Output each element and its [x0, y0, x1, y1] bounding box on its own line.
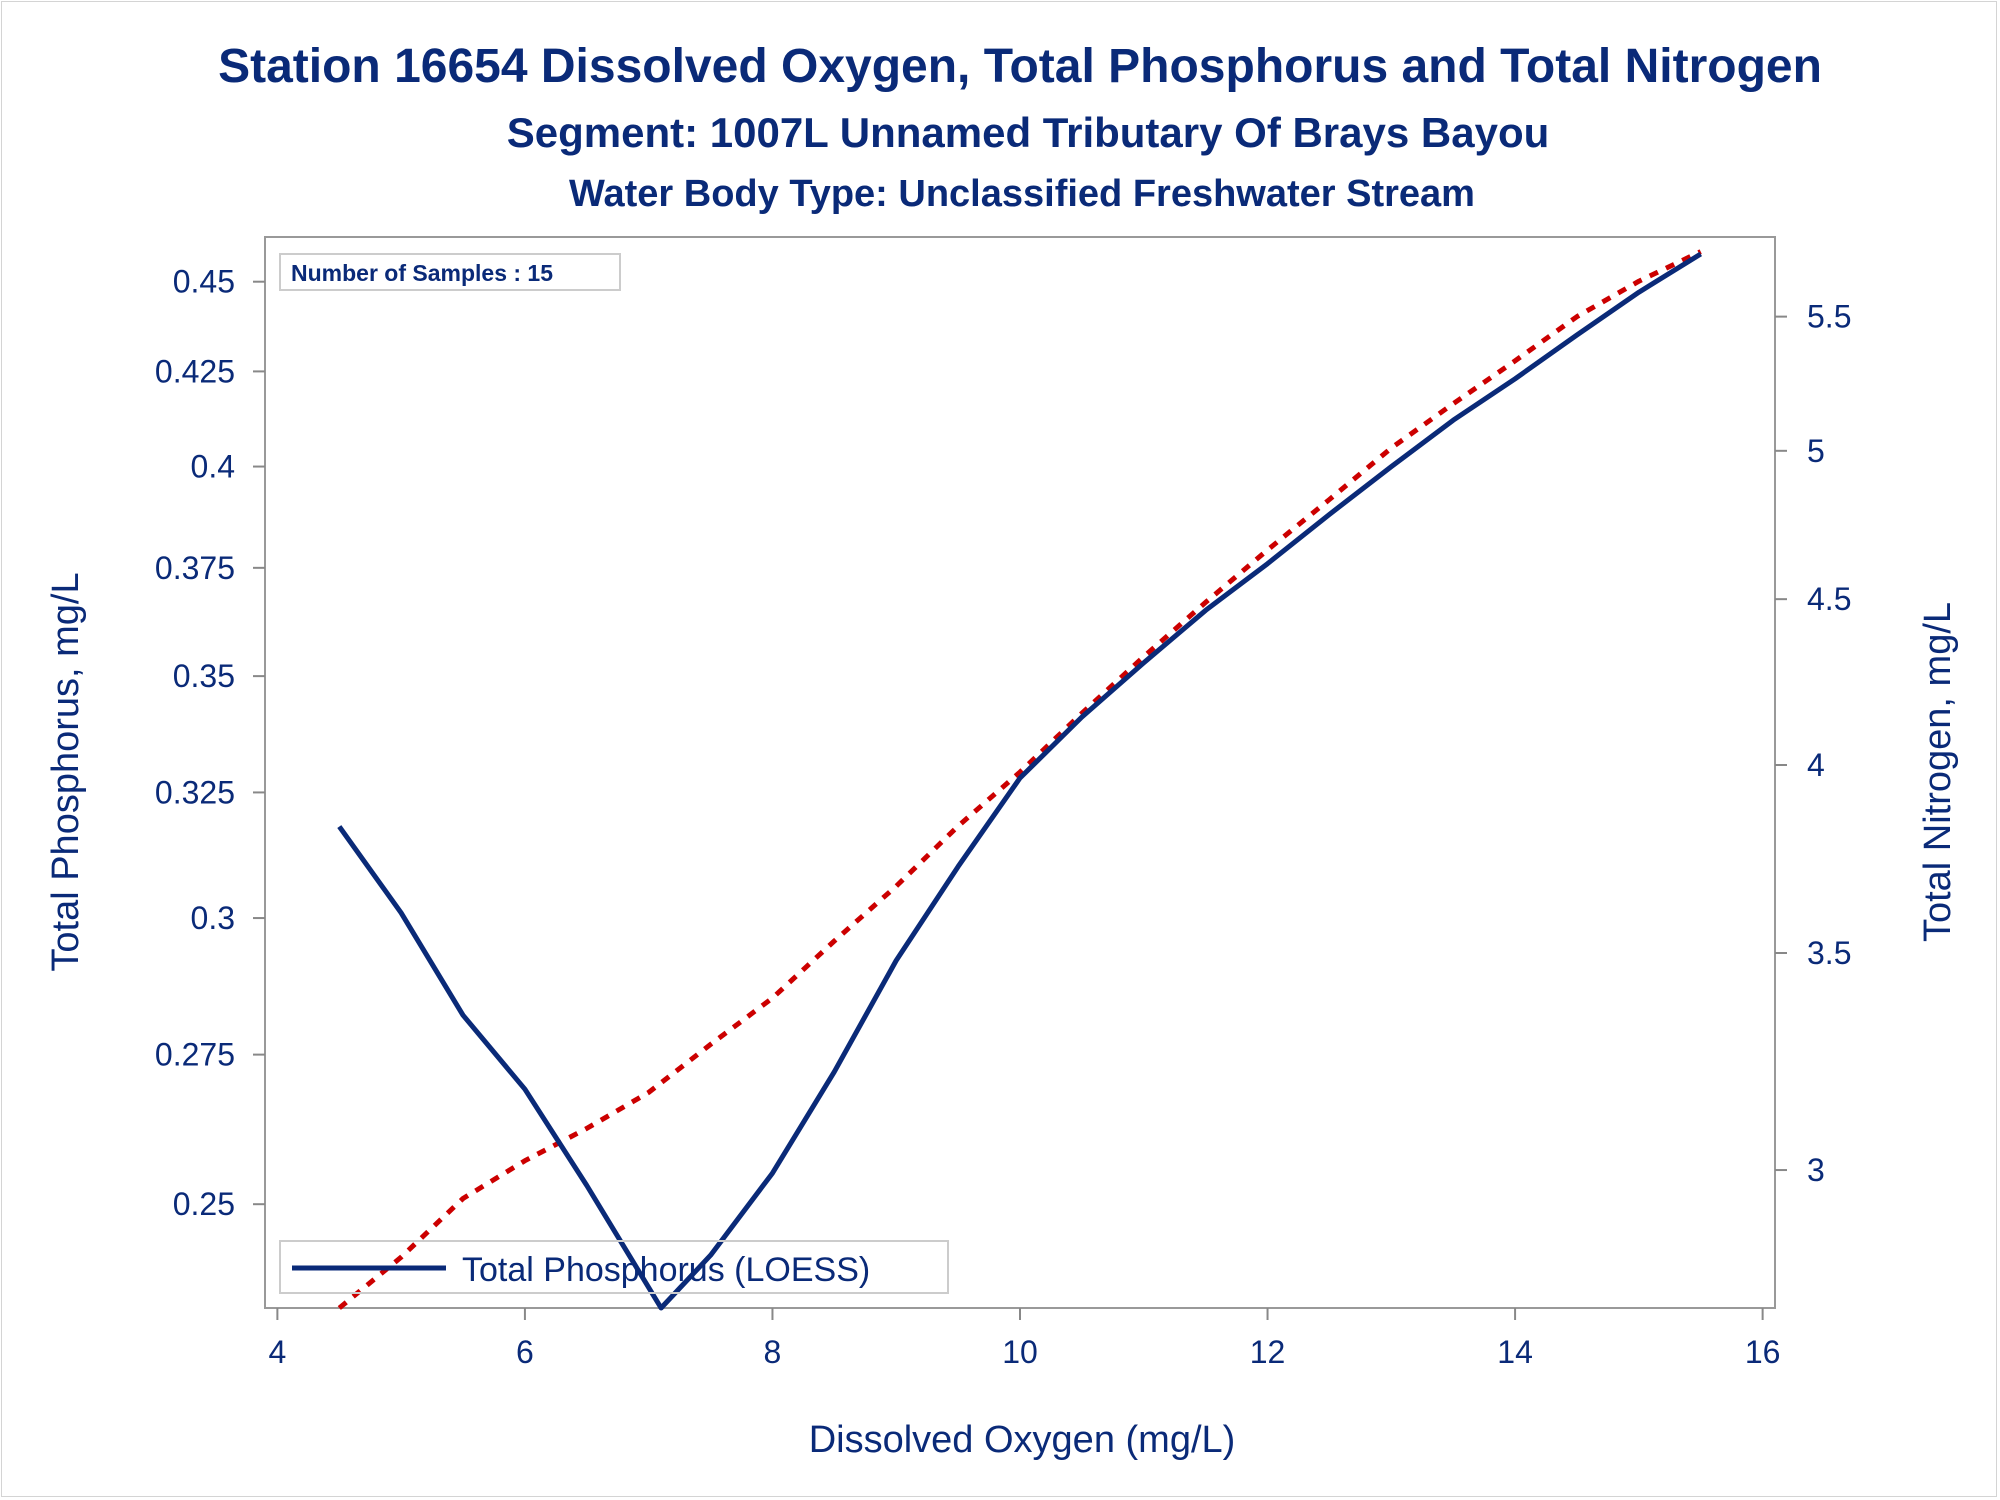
- y2-tick-label: 5.5: [1807, 299, 1851, 335]
- legend-label-phosphorus: Total Phosphorus (LOESS): [462, 1251, 870, 1289]
- y2-tick-label: 3.5: [1807, 935, 1851, 971]
- x-tick-label: 16: [1745, 1334, 1781, 1370]
- y-axis-label: Total Phosphorus, mg/L: [45, 572, 87, 971]
- x-tick-label: 14: [1497, 1334, 1533, 1370]
- y-tick-label: 0.45: [173, 264, 235, 300]
- x-tick-label: 4: [268, 1334, 286, 1370]
- chart-subtitle: Segment: 1007L Unnamed Tributary Of Bray…: [507, 109, 1550, 156]
- phosphorus-loess-line: [337, 251, 1703, 1311]
- chart-subtitle-2: Water Body Type: Unclassified Freshwater…: [569, 173, 1475, 215]
- y-tick-label: 0.3: [191, 900, 235, 936]
- x-tick-label: 8: [764, 1334, 782, 1370]
- y-tick-label: 0.25: [173, 1186, 235, 1222]
- y-tick-label: 0.35: [173, 658, 235, 694]
- nitrogen-loess-line: [337, 249, 1702, 1310]
- y2-tick-label: 3: [1807, 1152, 1825, 1188]
- y2-tick-label: 5: [1807, 433, 1825, 469]
- y-tick-label: 0.375: [155, 550, 235, 586]
- chart-title: Station 16654 Dissolved Oxygen, Total Ph…: [218, 40, 1822, 93]
- sample-count-box: [279, 253, 621, 291]
- sample-count-label: Number of Samples : 15: [291, 260, 553, 286]
- y-axis-left: 0.25 0.275 0.3 0.325 0.35 0.375 0.4 0.425 0.45: [155, 264, 265, 1222]
- y-tick-label: 0.425: [155, 353, 235, 389]
- y-tick-label: 0.275: [155, 1037, 235, 1073]
- x-axis-label: Dissolved Oxygen (mg/L): [809, 1419, 1236, 1461]
- y2-tick-label: 4: [1807, 747, 1825, 783]
- series-layer: [337, 249, 1703, 1311]
- x-axis: 4 6 8 10 12 14 16: [268, 1308, 1780, 1370]
- y-tick-label: 0.325: [155, 774, 235, 810]
- y2-tick-label: 4.5: [1807, 581, 1851, 617]
- y2-axis-label: Total Nitrogen, mg/L: [1917, 602, 1959, 942]
- y-axis-right: 3 3.5 4 4.5 5 5.5: [1775, 299, 1851, 1188]
- x-tick-label: 10: [1002, 1334, 1038, 1370]
- x-tick-label: 6: [516, 1334, 534, 1370]
- x-tick-label: 12: [1250, 1334, 1286, 1370]
- legend-box: [279, 1240, 949, 1294]
- y-tick-label: 0.4: [191, 449, 235, 485]
